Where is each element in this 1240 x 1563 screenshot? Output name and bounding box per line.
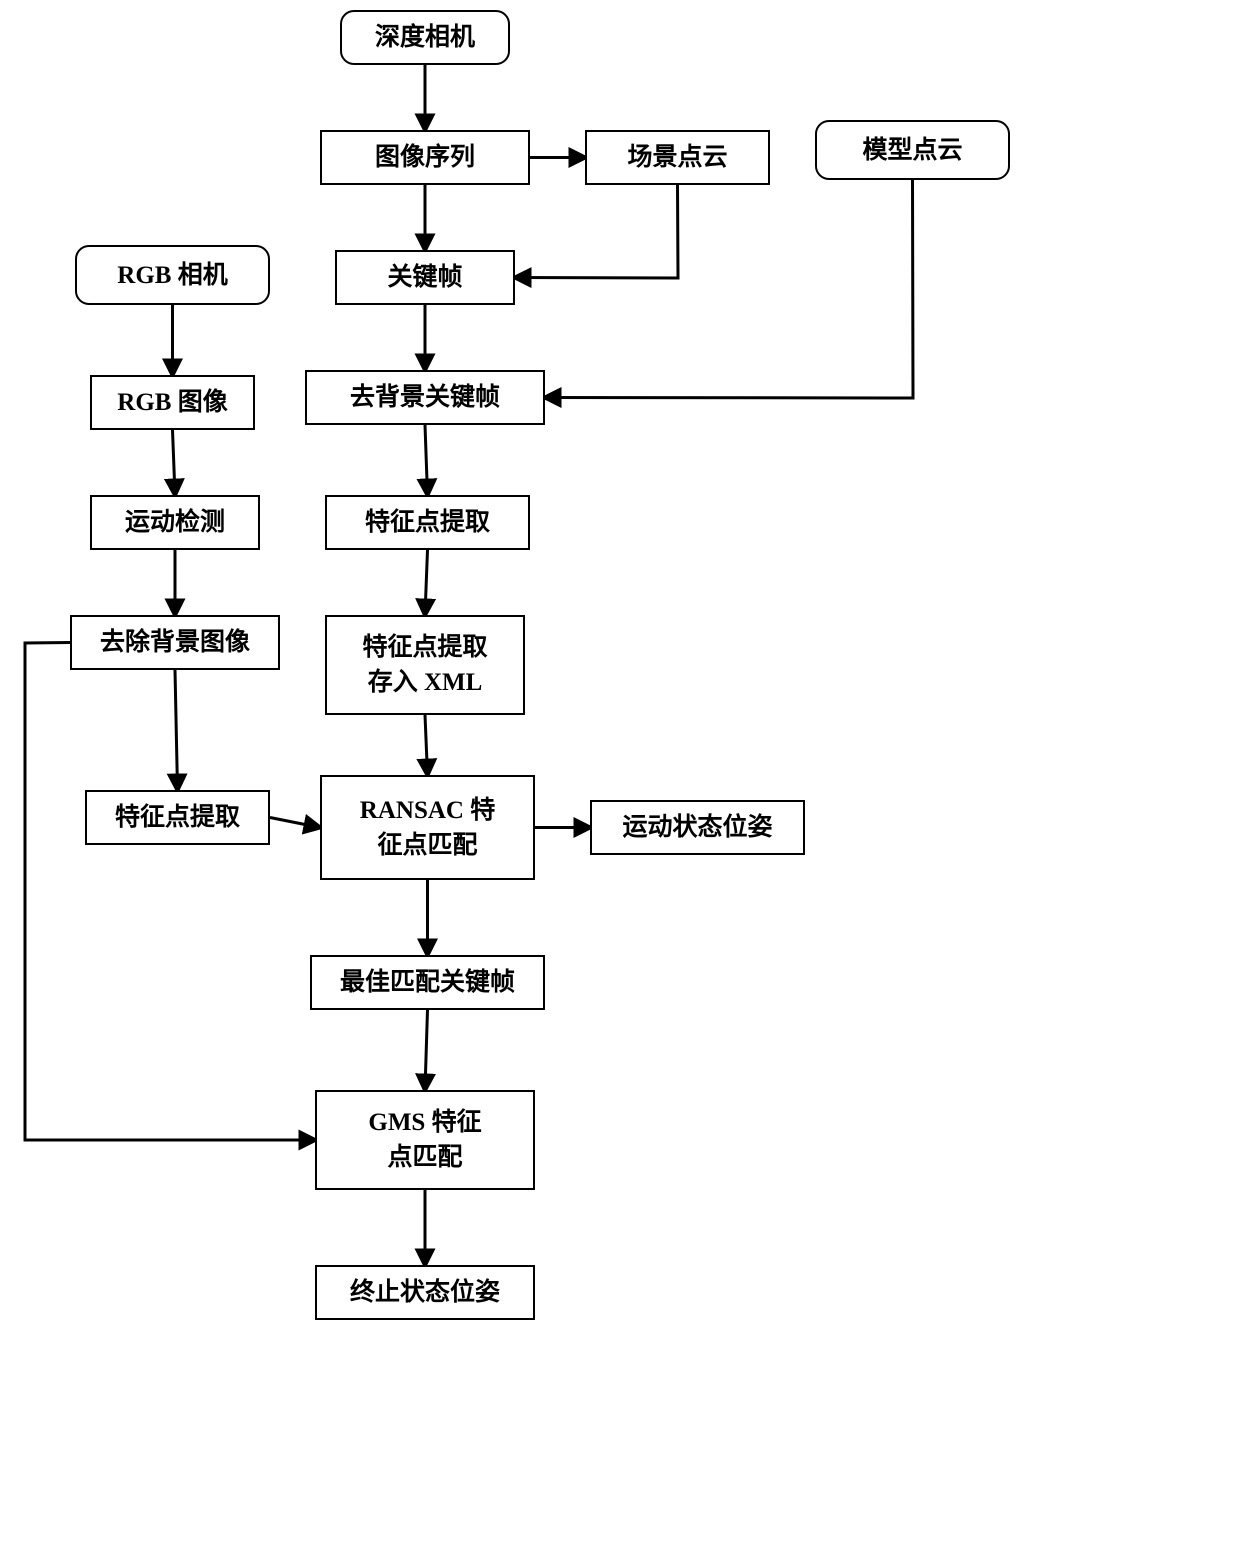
node-feat-extract-1: 特征点提取 bbox=[325, 495, 530, 550]
node-motion-pose: 运动状态位姿 bbox=[590, 800, 805, 855]
edge-feat-xml-to-ransac bbox=[425, 715, 428, 775]
node-label: 运动检测 bbox=[125, 505, 225, 540]
node-label: 特征点提取 存入 XML bbox=[362, 630, 487, 700]
edge-feat-extract-2-to-ransac bbox=[270, 818, 320, 828]
node-label: 最佳匹配关键帧 bbox=[340, 965, 515, 1000]
edge-model-pc-to-bgless-keyframe bbox=[545, 180, 913, 398]
node-label: RANSAC 特 征点匹配 bbox=[360, 793, 495, 863]
node-label: 去背景关键帧 bbox=[350, 380, 500, 415]
node-label: 深度相机 bbox=[375, 20, 475, 55]
node-label: RGB 相机 bbox=[117, 258, 227, 293]
node-motion-detect: 运动检测 bbox=[90, 495, 260, 550]
node-label: 运动状态位姿 bbox=[622, 810, 772, 845]
edge-bgless-image-to-feat-extract-2 bbox=[175, 670, 178, 790]
node-ransac: RANSAC 特 征点匹配 bbox=[320, 775, 535, 880]
node-end-pose: 终止状态位姿 bbox=[315, 1265, 535, 1320]
flowchart-canvas: 深度相机图像序列 场景点云 模型点云关键帧 RGB 相机去背景关键帧 RGB 图像运动检… bbox=[0, 0, 1240, 1563]
node-label: 场景点云 bbox=[627, 140, 727, 175]
edges-layer bbox=[0, 0, 1240, 1563]
node-label: 特征点提取 bbox=[115, 800, 240, 835]
node-keyframe: 关键帧 bbox=[335, 250, 515, 305]
node-bgless-image: 去除背景图像 bbox=[70, 615, 280, 670]
edge-scene-pc-to-keyframe bbox=[515, 185, 678, 278]
edge-bgless-image-to-gms bbox=[25, 643, 315, 1141]
node-label: 去除背景图像 bbox=[100, 625, 250, 660]
node-label: 关键帧 bbox=[387, 260, 462, 295]
node-label: 模型点云 bbox=[862, 133, 962, 168]
node-label: 特征点提取 bbox=[365, 505, 490, 540]
edge-rgb-image-to-motion-detect bbox=[173, 430, 176, 495]
node-label: RGB 图像 bbox=[117, 385, 227, 420]
edge-bgless-keyframe-to-feat-extract-1 bbox=[425, 425, 428, 495]
node-model-pc: 模型点云 bbox=[815, 120, 1010, 180]
edge-feat-extract-1-to-feat-xml bbox=[425, 550, 428, 615]
node-label: 图像序列 bbox=[375, 140, 475, 175]
node-feat-xml: 特征点提取 存入 XML bbox=[325, 615, 525, 715]
node-gms: GMS 特征 点匹配 bbox=[315, 1090, 535, 1190]
node-rgb-camera: RGB 相机 bbox=[75, 245, 270, 305]
node-label: 终止状态位姿 bbox=[350, 1275, 500, 1310]
node-label: GMS 特征 点匹配 bbox=[368, 1105, 481, 1175]
node-bgless-keyframe: 去背景关键帧 bbox=[305, 370, 545, 425]
edge-best-keyframe-to-gms bbox=[425, 1010, 428, 1090]
node-rgb-image: RGB 图像 bbox=[90, 375, 255, 430]
node-feat-extract-2: 特征点提取 bbox=[85, 790, 270, 845]
node-scene-pc: 场景点云 bbox=[585, 130, 770, 185]
node-image-seq: 图像序列 bbox=[320, 130, 530, 185]
node-depth-camera: 深度相机 bbox=[340, 10, 510, 65]
node-best-keyframe: 最佳匹配关键帧 bbox=[310, 955, 545, 1010]
